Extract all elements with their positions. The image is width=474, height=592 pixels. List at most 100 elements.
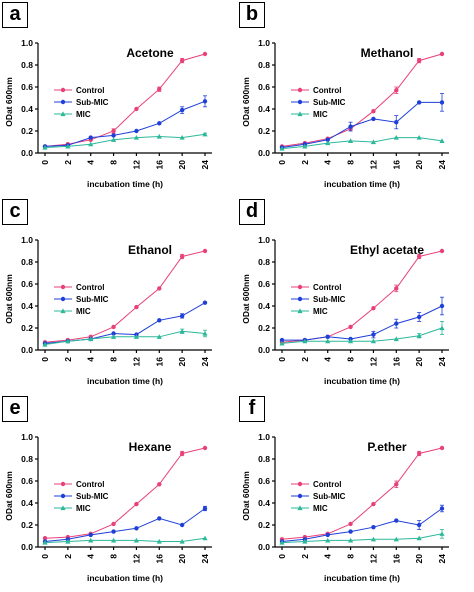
data-point — [111, 521, 116, 527]
legend-label: Control — [313, 283, 341, 292]
y-axis-title: ODat 600nm — [4, 274, 14, 324]
legend-marker — [60, 87, 66, 93]
y-tick-label: 1.0 — [21, 235, 33, 245]
legend-label: MIC — [313, 504, 328, 513]
data-point — [111, 331, 116, 336]
y-tick-label: 0.6 — [258, 279, 270, 289]
data-point — [302, 538, 308, 544]
data-point — [110, 137, 117, 142]
legend-marker — [60, 99, 66, 105]
x-tick-label: 4 — [86, 160, 96, 165]
data-point — [347, 138, 354, 143]
x-tick-label: 12 — [131, 160, 141, 170]
series-mic — [279, 135, 445, 151]
data-point — [111, 128, 116, 134]
data-point — [439, 51, 445, 57]
panel-label-c: c — [2, 199, 28, 225]
y-axis-title: ODat 600nm — [241, 471, 251, 521]
y-axis-title: ODat 600nm — [4, 471, 14, 521]
data-point — [371, 332, 376, 337]
x-tick-label: 2 — [63, 357, 73, 362]
data-point — [111, 324, 116, 330]
data-point — [394, 482, 399, 487]
data-point — [179, 522, 185, 528]
data-point — [393, 336, 399, 342]
legend-label: Sub-MIC — [76, 98, 109, 107]
y-tick-label: 0.8 — [21, 60, 33, 70]
x-tick-label: 20 — [414, 357, 424, 367]
legend-label: Sub-MIC — [313, 295, 346, 304]
data-point — [348, 521, 353, 527]
series-line — [44, 250, 206, 343]
y-tick-label: 0.8 — [258, 60, 270, 70]
data-point — [202, 506, 208, 511]
data-point — [42, 536, 48, 541]
y-tick-label: 0.4 — [258, 104, 270, 114]
x-tick-label: 0 — [40, 357, 50, 362]
legend-item: Control — [291, 480, 341, 489]
series-mic — [42, 535, 208, 545]
legend-marker — [297, 284, 303, 290]
y-tick-label: 1.0 — [258, 235, 270, 245]
data-point — [156, 334, 162, 339]
legend-marker — [60, 505, 66, 511]
x-tick-label: 12 — [368, 357, 378, 367]
y-tick-label: 0.0 — [258, 542, 270, 552]
y-tick-label: 0.4 — [258, 498, 270, 508]
data-point — [133, 537, 140, 543]
data-point — [179, 313, 185, 319]
chart-svg-a: 0.00.20.40.60.81.00 2 4 8 12 16 20 24incubation… — [4, 38, 212, 189]
chart-svg-e: 0.00.20.40.60.81.00 2 4 8 12 16 20 24incubation… — [4, 432, 212, 583]
data-point — [393, 135, 399, 140]
y-tick-label: 0.8 — [21, 454, 33, 464]
chart-panel-f: 0.0 0.2 0.4 0.6 0.8 1.0 0 2 4 8 12 16 20 24 incubation… — [237, 394, 474, 591]
legend-marker — [60, 481, 66, 487]
x-tick-label: 0 — [40, 554, 50, 559]
data-point — [325, 537, 331, 543]
data-point — [439, 445, 445, 451]
series-control — [279, 51, 445, 149]
y-tick-label: 0.2 — [21, 126, 33, 136]
legend-marker — [60, 111, 66, 117]
legend-item: Control — [54, 480, 104, 489]
data-point — [348, 124, 353, 129]
data-point — [134, 526, 139, 531]
legend-marker — [60, 296, 66, 302]
chart-title: Acetone — [126, 46, 174, 60]
data-point — [347, 338, 354, 344]
data-point — [88, 141, 94, 147]
data-point — [179, 58, 185, 63]
data-point — [179, 254, 185, 259]
series-line — [44, 53, 206, 147]
data-point — [157, 482, 162, 487]
legend-item: MIC — [54, 504, 91, 513]
legend-marker — [297, 87, 303, 93]
y-tick-label: 0.8 — [258, 257, 270, 267]
x-tick-label: 8 — [109, 160, 119, 165]
series-line — [44, 537, 206, 544]
data-point — [325, 338, 331, 344]
legend-marker — [297, 99, 303, 105]
x-axis-title: incubation time (h) — [87, 376, 163, 386]
legend-label: Sub-MIC — [76, 492, 109, 501]
data-point — [157, 318, 162, 323]
x-axis-title: incubation time (h) — [324, 179, 400, 189]
series-mic — [42, 328, 208, 347]
series-sub-mic — [42, 95, 208, 149]
series-sub-mic — [279, 296, 445, 343]
data-point — [370, 139, 377, 145]
y-axis-title: ODat 600nm — [241, 77, 251, 127]
data-point — [371, 306, 376, 311]
chart-panel-a: 0.0 0.2 0.4 0.6 0.8 1.0 0 2 4 8 12 16 20 24 incubation… — [0, 0, 237, 197]
panel-label-e: e — [2, 396, 28, 422]
legend-marker — [60, 308, 66, 314]
data-point — [348, 324, 353, 330]
legend-item: Control — [54, 283, 104, 292]
data-point — [416, 254, 422, 259]
data-point — [88, 532, 93, 538]
data-point — [371, 501, 376, 507]
data-point — [179, 135, 185, 140]
series-line — [282, 305, 443, 341]
data-point — [416, 100, 422, 105]
y-tick-label: 0.2 — [21, 520, 33, 530]
